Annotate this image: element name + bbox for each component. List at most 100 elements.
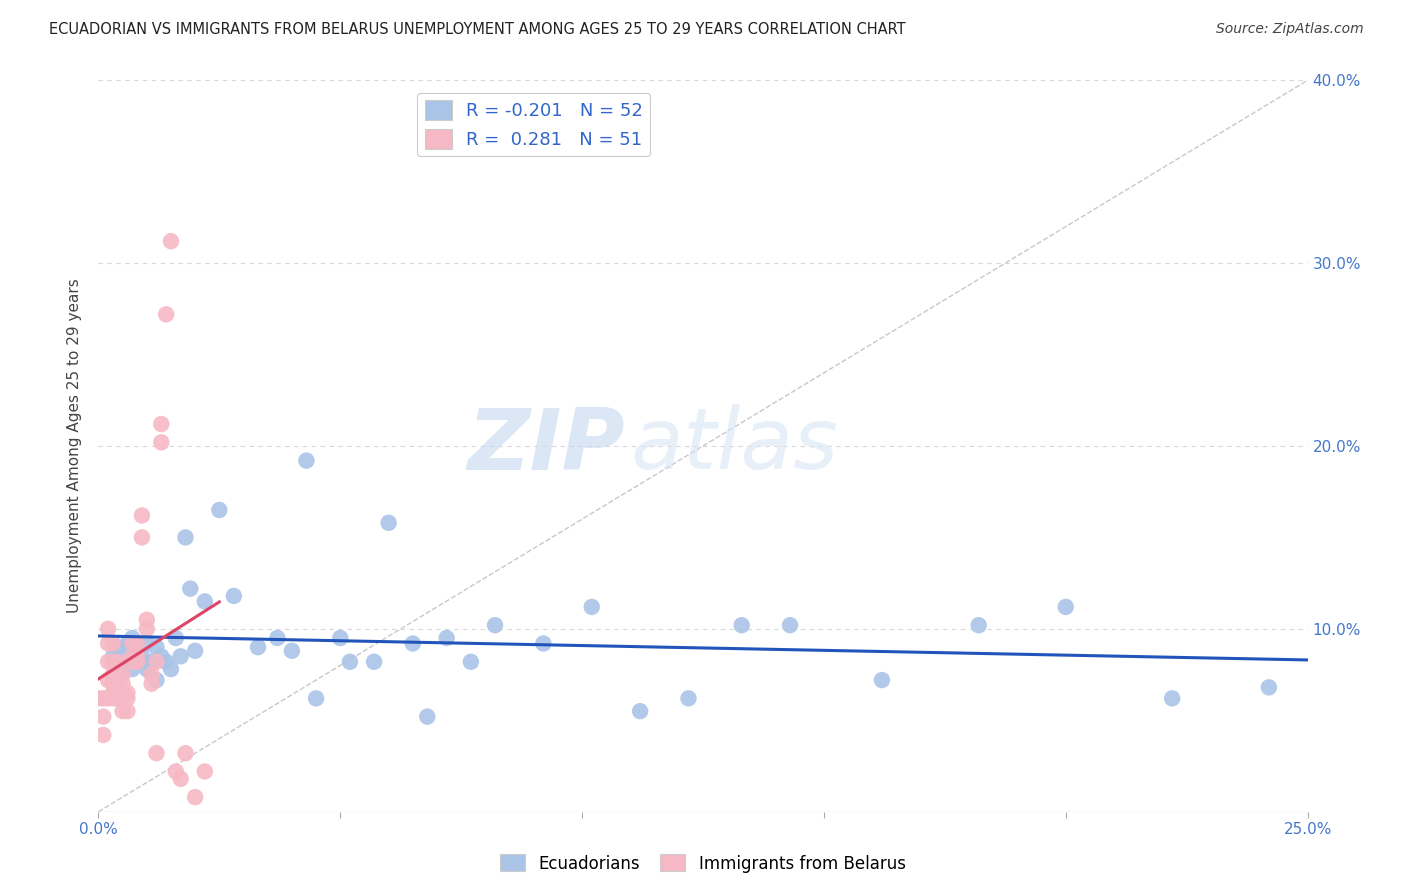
Point [165, 764, 187, 779]
Point [779, 618, 801, 632]
Point [184, 644, 207, 658]
Point [111, 691, 134, 706]
Point [121, 636, 143, 650]
Point [97, 636, 120, 650]
Point [91, 691, 114, 706]
Point [117, 686, 139, 700]
Point [101, 655, 124, 669]
Point [208, 503, 231, 517]
Y-axis label: Unemployment Among Ages 25 to 29 years: Unemployment Among Ages 25 to 29 years [67, 278, 83, 614]
Point [628, 704, 651, 718]
Point [127, 636, 149, 650]
Legend: Ecuadorians, Immigrants from Belarus: Ecuadorians, Immigrants from Belarus [494, 847, 912, 880]
Point [107, 686, 129, 700]
Point [121, 649, 143, 664]
Point [169, 649, 191, 664]
Point [107, 655, 129, 669]
Point [135, 662, 157, 676]
Point [150, 417, 173, 431]
Point [131, 649, 153, 664]
Point [111, 658, 134, 673]
Point [135, 636, 157, 650]
Point [107, 667, 129, 681]
Point [460, 655, 482, 669]
Point [1257, 681, 1279, 695]
Point [117, 644, 139, 658]
Point [117, 691, 139, 706]
Point [107, 640, 129, 655]
Point [363, 655, 385, 669]
Point [281, 644, 304, 658]
Point [101, 667, 124, 681]
Point [91, 709, 114, 723]
Text: ECUADORIAN VS IMMIGRANTS FROM BELARUS UNEMPLOYMENT AMONG AGES 25 TO 29 YEARS COR: ECUADORIAN VS IMMIGRANTS FROM BELARUS UN… [49, 22, 905, 37]
Point [145, 673, 167, 687]
Point [121, 662, 143, 676]
Point [402, 636, 425, 650]
Point [145, 655, 167, 669]
Point [111, 667, 134, 681]
Point [194, 594, 217, 608]
Point [131, 508, 153, 523]
Point [247, 640, 270, 655]
Point [484, 618, 506, 632]
Point [377, 516, 399, 530]
Point [127, 649, 149, 664]
Point [184, 790, 207, 805]
Point [111, 686, 134, 700]
Point [174, 746, 197, 760]
Point [131, 655, 153, 669]
Point [870, 673, 893, 687]
Text: ZIP: ZIP [467, 404, 624, 488]
Point [127, 644, 149, 658]
Point [145, 746, 167, 760]
Point [678, 691, 700, 706]
Text: Source: ZipAtlas.com: Source: ZipAtlas.com [1216, 22, 1364, 37]
Point [101, 676, 124, 690]
Point [731, 618, 754, 632]
Point [97, 673, 120, 687]
Point [117, 704, 139, 718]
Point [141, 655, 163, 669]
Point [329, 631, 352, 645]
Point [117, 636, 139, 650]
Point [101, 686, 124, 700]
Point [160, 662, 183, 676]
Text: atlas: atlas [630, 404, 838, 488]
Point [967, 618, 990, 632]
Point [107, 691, 129, 706]
Point [581, 599, 603, 614]
Point [141, 667, 163, 681]
Point [150, 649, 173, 664]
Point [155, 307, 177, 321]
Point [222, 589, 245, 603]
Point [141, 676, 163, 690]
Point [101, 649, 124, 664]
Point [150, 435, 173, 450]
Point [121, 631, 143, 645]
Point [165, 631, 187, 645]
Point [127, 655, 149, 669]
Point [266, 631, 288, 645]
Point [111, 704, 134, 718]
Point [97, 622, 120, 636]
Point [135, 613, 157, 627]
Point [131, 530, 153, 544]
Point [87, 691, 110, 706]
Legend: R = -0.201   N = 52, R =  0.281   N = 51: R = -0.201 N = 52, R = 0.281 N = 51 [418, 93, 650, 156]
Point [194, 764, 217, 779]
Point [101, 636, 124, 650]
Point [305, 691, 328, 706]
Point [531, 636, 554, 650]
Point [145, 640, 167, 655]
Point [127, 655, 149, 669]
Point [160, 234, 183, 248]
Point [107, 676, 129, 690]
Point [101, 691, 124, 706]
Point [179, 582, 201, 596]
Point [111, 676, 134, 690]
Point [339, 655, 361, 669]
Point [97, 655, 120, 669]
Point [1054, 599, 1077, 614]
Point [135, 622, 157, 636]
